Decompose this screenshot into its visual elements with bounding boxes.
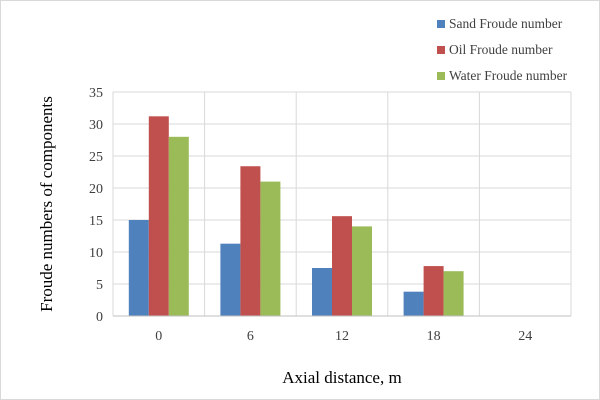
x-tick-label: 24 xyxy=(518,329,532,344)
y-tick-label: 20 xyxy=(89,182,103,197)
y-axis-ticks: 0 5 10 15 20 25 30 35 xyxy=(89,86,103,325)
bars xyxy=(128,116,464,316)
y-tick-label: 30 xyxy=(89,118,103,133)
legend-label: Sand Froude number xyxy=(449,16,563,31)
y-tick-label: 35 xyxy=(89,86,103,101)
legend-label: Oil Froude number xyxy=(449,42,553,57)
x-tick-label: 6 xyxy=(247,329,254,344)
bar xyxy=(312,268,332,316)
bar xyxy=(128,220,149,316)
x-tick-label: 18 xyxy=(427,329,441,344)
gridlines xyxy=(112,91,572,316)
legend-swatch xyxy=(437,46,445,54)
x-tick-label: 12 xyxy=(335,329,349,344)
y-tick-label: 10 xyxy=(89,246,103,261)
x-axis-ticks: 0 6 12 18 24 xyxy=(155,329,532,344)
bar xyxy=(220,243,241,316)
bar xyxy=(168,136,189,316)
legend: Sand Froude number Oil Froude number Water… xyxy=(437,16,568,83)
bar xyxy=(260,181,281,316)
legend-swatch xyxy=(437,20,445,28)
x-tick-label: 0 xyxy=(155,329,162,344)
y-tick-label: 25 xyxy=(89,150,103,165)
y-tick-label: 0 xyxy=(96,310,103,325)
y-tick-label: 15 xyxy=(89,214,103,229)
bar xyxy=(352,226,372,316)
y-tick-label: 5 xyxy=(96,278,103,293)
bar xyxy=(240,166,261,316)
legend-swatch xyxy=(437,72,445,80)
bar xyxy=(332,216,352,316)
bar xyxy=(403,291,424,316)
y-axis-title: Froude numbers of components xyxy=(37,96,56,312)
bar xyxy=(423,266,444,316)
legend-label: Water Froude number xyxy=(449,68,568,83)
x-axis-title: Axial distance, m xyxy=(282,368,401,387)
bar xyxy=(443,271,464,316)
bar xyxy=(148,116,169,316)
